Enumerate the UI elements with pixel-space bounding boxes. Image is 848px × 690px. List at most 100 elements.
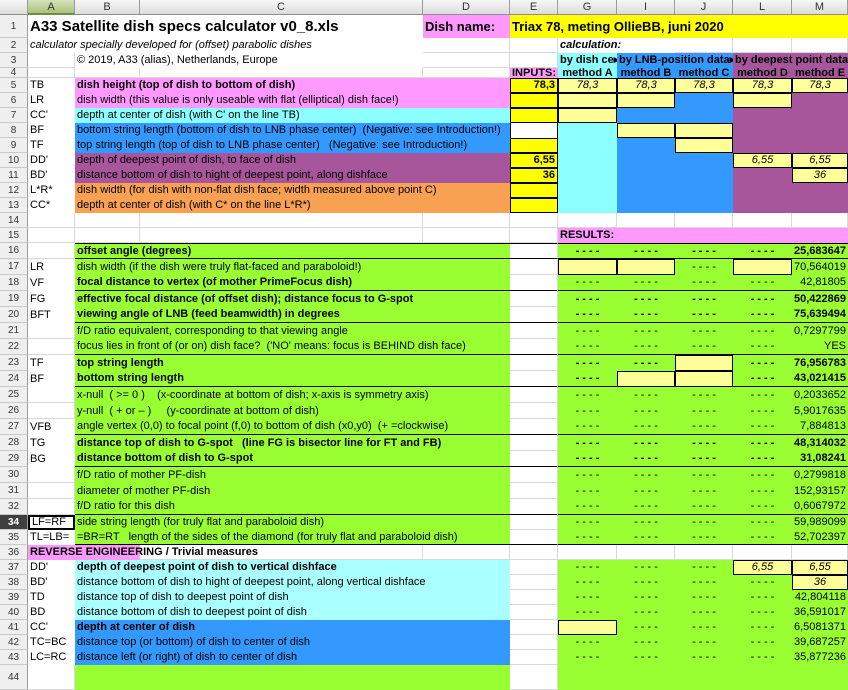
cell-M27[interactable]: 7,884813 bbox=[792, 419, 848, 435]
dash-cell-J19[interactable]: - - - - bbox=[675, 291, 733, 307]
dash-cell-J29[interactable]: - - - - bbox=[675, 451, 733, 467]
dash-cell-I42[interactable]: - - - - bbox=[617, 635, 675, 650]
cell-M12[interactable] bbox=[792, 183, 848, 198]
dash-cell-L43[interactable]: - - - - bbox=[733, 650, 792, 665]
dash-cell-G38[interactable]: - - - - bbox=[558, 575, 617, 590]
cell-E42[interactable] bbox=[510, 635, 558, 650]
cell-A42[interactable]: TC=BC bbox=[30, 636, 67, 648]
col-header-E[interactable]: E bbox=[510, 0, 558, 15]
cell-M31[interactable]: 152,93157 bbox=[792, 483, 848, 499]
col-header-I[interactable]: I bbox=[617, 0, 675, 15]
cell-E10[interactable]: 6,55 bbox=[510, 153, 558, 168]
row-header-23[interactable]: 23 bbox=[0, 355, 28, 371]
dash-cell-L38[interactable]: - - - - bbox=[733, 575, 792, 590]
cell-G11[interactable] bbox=[558, 168, 617, 183]
cell-B14[interactable] bbox=[75, 213, 140, 228]
cell-A8[interactable]: BF bbox=[30, 124, 45, 136]
dash-cell-J43[interactable]: - - - - bbox=[675, 650, 733, 665]
row-header-13[interactable]: 13 bbox=[0, 198, 28, 213]
cell-B39[interactable]: distance top of dish to deepest point of… bbox=[75, 590, 510, 605]
dash-cell-L41[interactable]: - - - - bbox=[733, 620, 792, 635]
cell-B3[interactable]: © 2019, A33 (alias), Netherlands, Europe bbox=[77, 54, 278, 66]
dash-cell-I29[interactable]: - - - - bbox=[617, 451, 675, 467]
cell-E37[interactable] bbox=[510, 560, 558, 575]
dash-cell-L27[interactable]: - - - - bbox=[733, 419, 792, 435]
cell-J10[interactable] bbox=[675, 153, 733, 168]
cell-B26[interactable]: y-null ( + or – ) (y-coordinate at botto… bbox=[75, 403, 510, 419]
cell-M28[interactable]: 48,314032 bbox=[792, 435, 848, 451]
cell-A2[interactable]: calculator specially developed for (offs… bbox=[30, 39, 312, 51]
cell-D3[interactable] bbox=[423, 53, 510, 68]
dash-cell-G28[interactable]: - - - - bbox=[558, 435, 617, 451]
cell-I10[interactable] bbox=[617, 153, 675, 168]
cell-A21[interactable] bbox=[28, 323, 75, 339]
col-header-G[interactable]: G bbox=[558, 0, 617, 15]
dash-cell-L24[interactable]: - - - - bbox=[733, 371, 792, 387]
cell-M26[interactable]: 5,9017635 bbox=[792, 403, 848, 419]
cell-A39[interactable]: TD bbox=[30, 591, 45, 603]
dash-cell-I38[interactable]: - - - - bbox=[617, 575, 675, 590]
cell-B21[interactable]: f/D ratio equivalent, corresponding to t… bbox=[75, 323, 510, 339]
dash-cell-J37[interactable]: - - - - bbox=[675, 560, 733, 575]
cell-D36[interactable] bbox=[423, 545, 510, 560]
dash-cell-I21[interactable]: - - - - bbox=[617, 323, 675, 339]
dash-cell-G20[interactable]: - - - - bbox=[558, 307, 617, 323]
dash-cell-I26[interactable]: - - - - bbox=[617, 403, 675, 419]
cell-A26[interactable] bbox=[28, 403, 75, 419]
cell-E22[interactable] bbox=[510, 339, 558, 355]
cell-I8[interactable] bbox=[617, 123, 675, 138]
cell-G4[interactable]: method A bbox=[558, 68, 617, 78]
dash-cell-J39[interactable]: - - - - bbox=[675, 590, 733, 605]
cell-A13[interactable]: CC* bbox=[30, 199, 51, 211]
cell-E12[interactable] bbox=[510, 183, 558, 198]
row-header-11[interactable]: 11 bbox=[0, 168, 28, 183]
row-header-7[interactable]: 7 bbox=[0, 108, 28, 123]
cell-J24[interactable] bbox=[675, 371, 733, 387]
cell-A23[interactable]: TF bbox=[30, 356, 44, 369]
cell-A19[interactable]: FG bbox=[30, 292, 46, 305]
row-header-30[interactable]: 30 bbox=[0, 467, 28, 483]
dash-cell-I43[interactable]: - - - - bbox=[617, 650, 675, 665]
cell-E34[interactable] bbox=[510, 515, 558, 530]
dash-cell-J20[interactable]: - - - - bbox=[675, 307, 733, 323]
cell-B20[interactable]: viewing angle of LNB (feed beamwidth) in… bbox=[75, 307, 510, 323]
dash-cell-L28[interactable]: - - - - bbox=[733, 435, 792, 451]
col-header-M[interactable]: M bbox=[792, 0, 848, 15]
cell-A29[interactable]: BG bbox=[30, 452, 46, 465]
cell-J11[interactable] bbox=[675, 168, 733, 183]
cell-M2[interactable] bbox=[792, 38, 848, 53]
dash-cell-J26[interactable]: - - - - bbox=[675, 403, 733, 419]
cell-G3[interactable]: by dish ce▸ bbox=[558, 53, 617, 68]
row-header-19[interactable]: 19 bbox=[0, 291, 28, 307]
cell-A10[interactable]: DD' bbox=[30, 154, 48, 166]
cell-B43[interactable]: distance left (or right) of dish to cent… bbox=[75, 650, 510, 665]
row-header-2[interactable]: 2 bbox=[0, 38, 28, 53]
row-header-36[interactable]: 36 bbox=[0, 545, 28, 560]
cell-L37[interactable]: 6,55 bbox=[733, 560, 792, 575]
dash-cell-I30[interactable]: - - - - bbox=[617, 467, 675, 483]
dash-cell-J40[interactable]: - - - - bbox=[675, 605, 733, 620]
row-header-28[interactable]: 28 bbox=[0, 435, 28, 451]
dash-cell-I19[interactable]: - - - - bbox=[617, 291, 675, 307]
dash-cell-J21[interactable]: - - - - bbox=[675, 323, 733, 339]
cell-B28[interactable]: distance top of dish to G-spot (line FG … bbox=[75, 435, 510, 451]
cell-M25[interactable]: 0,2033652 bbox=[792, 387, 848, 403]
cell-I24[interactable] bbox=[617, 371, 675, 387]
col-header-D[interactable]: D bbox=[423, 0, 510, 15]
dash-cell-G23[interactable]: - - - - bbox=[558, 355, 617, 371]
dash-cell-G18[interactable]: - - - - bbox=[558, 275, 617, 291]
row-header-4[interactable]: 4 bbox=[0, 67, 28, 78]
cell-G13[interactable] bbox=[558, 198, 617, 213]
cell-D1[interactable]: Dish name: bbox=[423, 15, 510, 38]
cell-B7[interactable]: depth at center of dish (with C' on the … bbox=[75, 108, 510, 123]
dash-cell-G35[interactable]: - - - - bbox=[558, 530, 617, 545]
row-header-31[interactable]: 31 bbox=[0, 483, 28, 499]
row-header-32[interactable]: 32 bbox=[0, 499, 28, 515]
cell-E41[interactable] bbox=[510, 620, 558, 635]
cell-B19[interactable]: effective focal distance (of offset dish… bbox=[75, 291, 510, 307]
row-header-1[interactable]: 1 bbox=[0, 15, 28, 38]
cell-B13[interactable]: depth at center of dish (with C* on the … bbox=[75, 198, 510, 213]
cell-A35[interactable]: TL=LB= bbox=[30, 531, 70, 543]
cell-A18[interactable]: VF bbox=[30, 276, 45, 289]
row-header-29[interactable]: 29 bbox=[0, 451, 28, 467]
